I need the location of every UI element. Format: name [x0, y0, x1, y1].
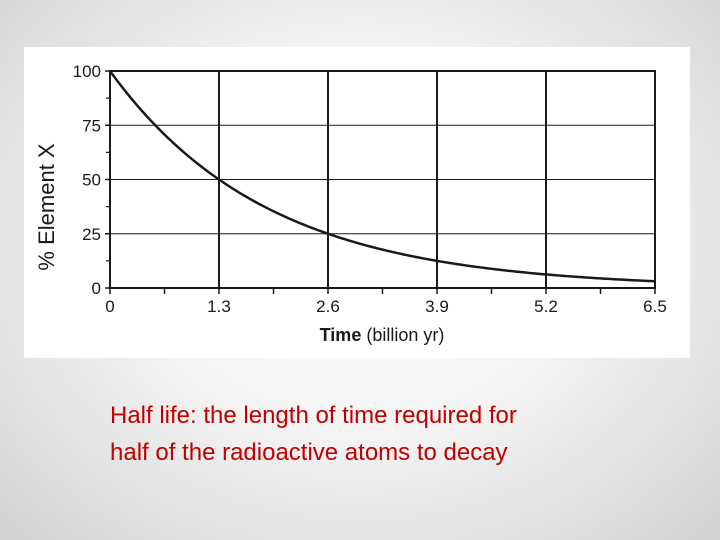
x-axis-title: Time (billion yr)	[320, 325, 445, 345]
x-axis-title-units: (billion yr)	[361, 325, 444, 345]
x-tick-label: 1.3	[207, 297, 231, 316]
x-tick-label: 5.2	[534, 297, 558, 316]
y-tick-label: 0	[92, 279, 101, 298]
x-tick-labels: 0 1.3 2.6 3.9 5.2 6.5	[105, 297, 667, 316]
caption: Half life: the length of time required f…	[110, 397, 670, 471]
y-axis-title: % Element X	[34, 143, 59, 270]
y-tick-label: 75	[82, 116, 101, 135]
x-tick-label: 2.6	[316, 297, 340, 316]
caption-line-2: half of the radioactive atoms to decay	[110, 439, 508, 466]
x-tick-label: 0	[105, 297, 114, 316]
x-tick-label: 3.9	[425, 297, 449, 316]
y-tick-label: 50	[82, 171, 101, 190]
grid	[110, 71, 655, 288]
y-tick-labels: 0 25 50 75 100	[73, 62, 101, 298]
decay-curve-line	[108, 70, 656, 283]
plot-frame	[109, 70, 656, 289]
y-tick-label: 25	[82, 225, 101, 244]
caption-line-1: Half life: the length of time required f…	[110, 402, 517, 429]
x-axis-title-bold: Time	[320, 325, 362, 345]
x-tick-label: 6.5	[643, 297, 667, 316]
chart-panel: 0 25 50 75 100 0 1.3 2.6 3.9 5.2 6.5 % Element X …	[24, 47, 690, 358]
axis-ticks	[105, 70, 656, 294]
y-tick-label: 100	[73, 62, 101, 81]
